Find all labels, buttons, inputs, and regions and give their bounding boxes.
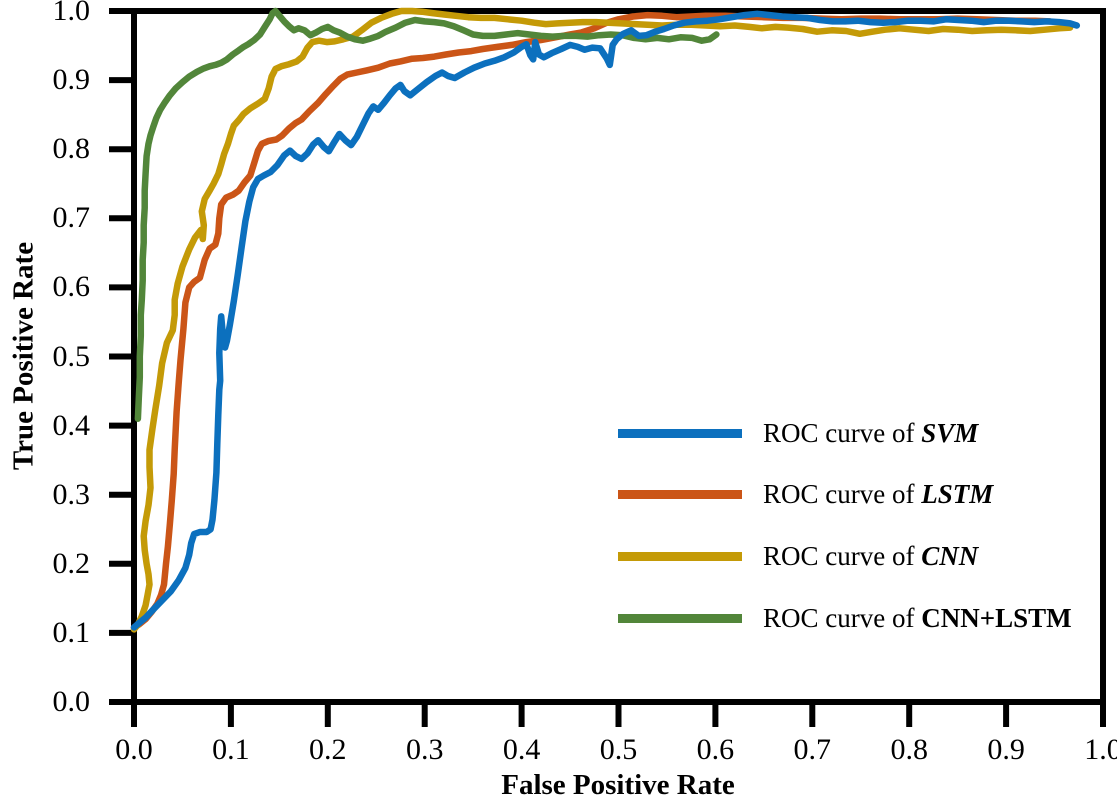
x-axis-title: False Positive Rate <box>501 769 735 801</box>
svm-line-swatch <box>618 428 742 438</box>
legend-prefix: ROC curve of <box>763 478 922 509</box>
roc-curve-cnn+lstm <box>134 7 720 422</box>
x-tick-label: 0.3 <box>405 733 444 766</box>
legend-label-cnn-lstm: ROC curve of CNN+LSTM <box>763 603 1072 634</box>
cnn-lstm-line-swatch <box>618 613 742 623</box>
x-tick-label: 0.2 <box>309 733 347 766</box>
x-tick-label: 0.0 <box>115 733 153 766</box>
x-tick-label: 0.8 <box>890 733 928 766</box>
legend-model-lstm: LSTM <box>921 478 994 509</box>
y-tick-label: 0.4 <box>52 408 91 442</box>
legend-item-svm: ROC curve of SVM <box>618 417 978 449</box>
legend-item-lstm: ROC curve of LSTM <box>618 478 993 510</box>
y-tick-label: 0.2 <box>52 546 91 580</box>
x-tick-label: 0.7 <box>793 733 832 766</box>
y-tick-label: 0.3 <box>52 477 91 511</box>
cnn-line-swatch <box>618 551 742 561</box>
y-tick-label: 1.0 <box>52 0 91 27</box>
legend-label-lstm: ROC curve of LSTM <box>763 479 993 510</box>
y-tick-label: 0.5 <box>52 339 91 373</box>
y-tick-label: 0.7 <box>52 201 91 235</box>
x-tick-label: 0.5 <box>599 733 638 766</box>
x-tick-label: 0.1 <box>212 733 250 766</box>
legend-prefix: ROC curve of <box>763 540 922 571</box>
x-tick-label: 0.4 <box>502 733 541 766</box>
legend-prefix: ROC curve of <box>763 417 922 448</box>
x-tick-label: 0.9 <box>987 733 1025 766</box>
y-tick-label: 0.8 <box>52 132 91 166</box>
y-tick-label: 0.1 <box>52 615 91 649</box>
roc-curve-lstm <box>130 11 1053 631</box>
legend-model-cnn: CNN <box>921 540 979 571</box>
y-tick-label: 0.6 <box>52 270 91 304</box>
roc-curve-cnn <box>130 7 1074 633</box>
x-tick-label: 0.6 <box>696 733 735 766</box>
legend-label-cnn: ROC curve of CNN <box>763 541 978 572</box>
lstm-line-swatch <box>618 489 742 499</box>
legend-label-svm: ROC curve of SVM <box>763 418 978 449</box>
legend-model-cnn-lstm: CNN+LSTM <box>921 602 1072 633</box>
y-axis-title: True Positive Rate <box>7 241 40 471</box>
legend-model-svm: SVM <box>921 417 979 448</box>
legend-item-cnn-lstm: ROC curve of CNN+LSTM <box>618 602 1072 634</box>
legend-item-cnn: ROC curve of CNN <box>618 540 978 572</box>
y-tick-label: 0.9 <box>52 63 91 97</box>
y-tick-label: 0.0 <box>52 685 91 718</box>
legend-prefix: ROC curve of <box>763 602 922 633</box>
x-tick-label: 1.0 <box>1084 733 1117 766</box>
roc-curve-svm <box>130 10 1081 631</box>
